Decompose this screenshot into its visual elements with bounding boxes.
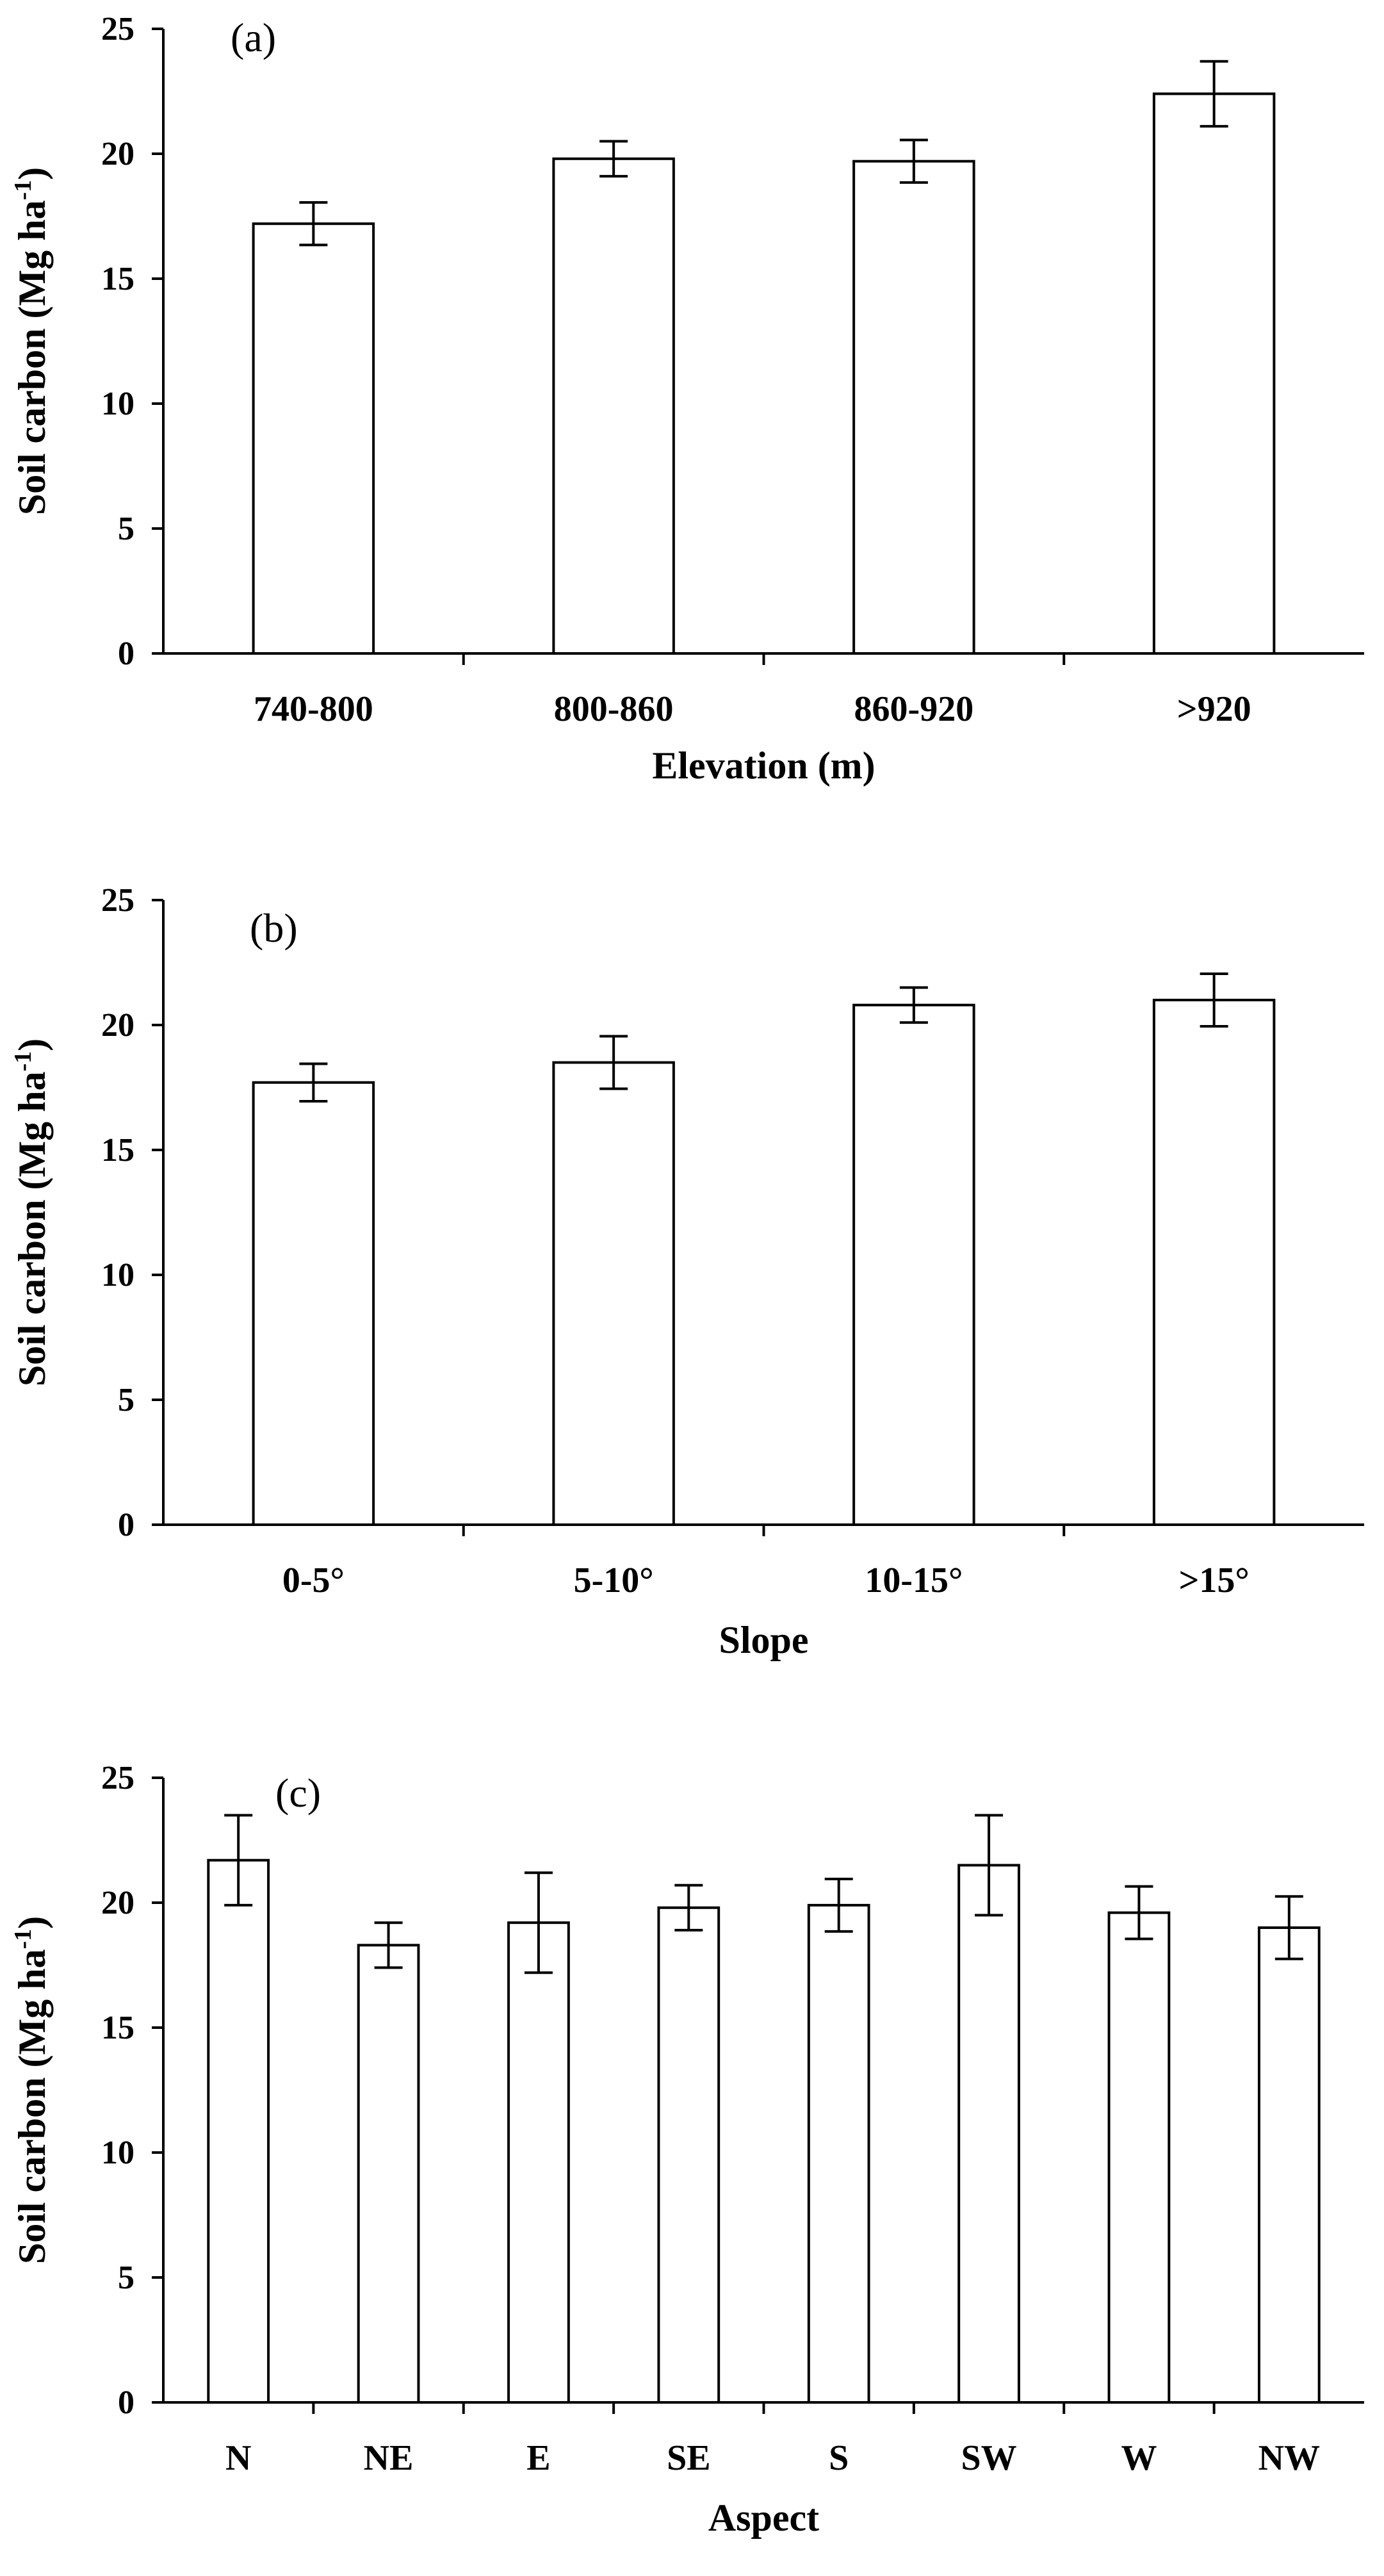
bar--15-	[1152, 999, 1276, 1526]
y-tick-label: 20	[101, 136, 134, 172]
y-axis-title: Soil carbon (Mg ha-1)	[10, 1916, 53, 2264]
bar-S	[807, 1903, 870, 2404]
y-tick-label: 20	[101, 1885, 134, 1921]
x-category-label: S	[829, 2438, 849, 2478]
x-category-label: N	[225, 2438, 251, 2478]
bar-NE	[357, 1944, 420, 2404]
y-axis-title-superscript: -1	[10, 1929, 37, 1949]
y-axis-title-end: )	[11, 1916, 53, 1929]
y-axis-title-superscript: -1	[10, 1051, 37, 1072]
y-axis-title: Soil carbon (Mg ha-1)	[10, 167, 53, 515]
chart-panel-2: 0 5 10 15 20 25 0-5° 5-10° 10-15° >15° Slope Soil c…	[10, 882, 1364, 1661]
y-axis-title-superscript: -1	[10, 180, 37, 201]
bar-NW	[1257, 1926, 1321, 2404]
bar-N	[207, 1858, 270, 2404]
x-category-label: NW	[1258, 2438, 1320, 2478]
bar-0-5-	[252, 1081, 375, 1526]
x-category-label: 800-860	[554, 689, 674, 729]
y-tick-label: 10	[101, 386, 134, 422]
x-category-label: 5-10°	[574, 1561, 654, 1600]
y-tick-label: 5	[118, 511, 134, 547]
x-category-label: E	[526, 2438, 550, 2478]
y-tick-label: 25	[101, 1760, 134, 1796]
bar-860-920	[852, 160, 975, 655]
panel-label: (b)	[250, 905, 298, 951]
x-category-label: NE	[364, 2438, 414, 2478]
y-tick-label: 10	[101, 1257, 134, 1293]
panel-label: (c)	[275, 1770, 321, 1816]
x-axis-title: Slope	[719, 1619, 808, 1661]
bar-10-15-	[852, 1003, 975, 1527]
y-tick-label: 25	[101, 882, 134, 919]
bar--920	[1152, 92, 1276, 655]
y-tick-label: 15	[101, 1132, 134, 1169]
y-axis-title-end: )	[11, 1038, 53, 1051]
x-axis-title: Elevation (m)	[652, 744, 875, 787]
panel-label: (a)	[231, 15, 276, 60]
x-category-label: 740-800	[254, 689, 373, 729]
x-category-label: SE	[667, 2438, 711, 2478]
chart-panel-3: 0 5 10 15 20 25 N NE E SE S SW W NW Aspect Soil carbon …	[10, 1760, 1364, 2539]
bar-SE	[657, 1906, 720, 2404]
y-axis-title-main: Soil carbon (Mg ha	[11, 1071, 53, 1386]
y-tick-label: 10	[101, 2135, 134, 2171]
bar-W	[1107, 1911, 1171, 2404]
y-tick-label: 15	[101, 261, 134, 297]
y-tick-label: 0	[118, 636, 134, 672]
x-category-label: W	[1121, 2438, 1157, 2478]
x-category-label: >15°	[1178, 1561, 1249, 1600]
x-category-label: SW	[961, 2438, 1016, 2478]
y-axis-title-main: Soil carbon (Mg ha	[11, 200, 53, 515]
y-tick-label: 25	[101, 11, 134, 47]
x-category-label: 860-920	[854, 689, 974, 729]
bar-740-800	[252, 222, 375, 655]
x-axis-title: Aspect	[708, 2497, 819, 2539]
y-tick-label: 20	[101, 1007, 134, 1044]
bar-E	[507, 1921, 570, 2404]
chart-panel-1: 0 5 10 15 20 25 740-800 800-860 860-920 >920 Eleva…	[10, 11, 1364, 787]
bar-SW	[957, 1864, 1020, 2404]
bar-5-10-	[552, 1061, 675, 1526]
y-tick-label: 5	[118, 2260, 134, 2296]
x-category-label: 0-5°	[282, 1561, 345, 1600]
x-category-label: 10-15°	[865, 1561, 963, 1600]
x-category-label: >920	[1177, 689, 1251, 729]
y-tick-label: 15	[101, 2010, 134, 2046]
y-axis-title-main: Soil carbon (Mg ha	[11, 1949, 53, 2264]
y-tick-label: 5	[118, 1382, 134, 1418]
y-tick-label: 0	[118, 1507, 134, 1543]
y-tick-label: 0	[118, 2384, 134, 2421]
y-axis-title-end: )	[11, 167, 53, 180]
y-axis-title: Soil carbon (Mg ha-1)	[10, 1038, 53, 1386]
bar-800-860	[552, 157, 675, 655]
